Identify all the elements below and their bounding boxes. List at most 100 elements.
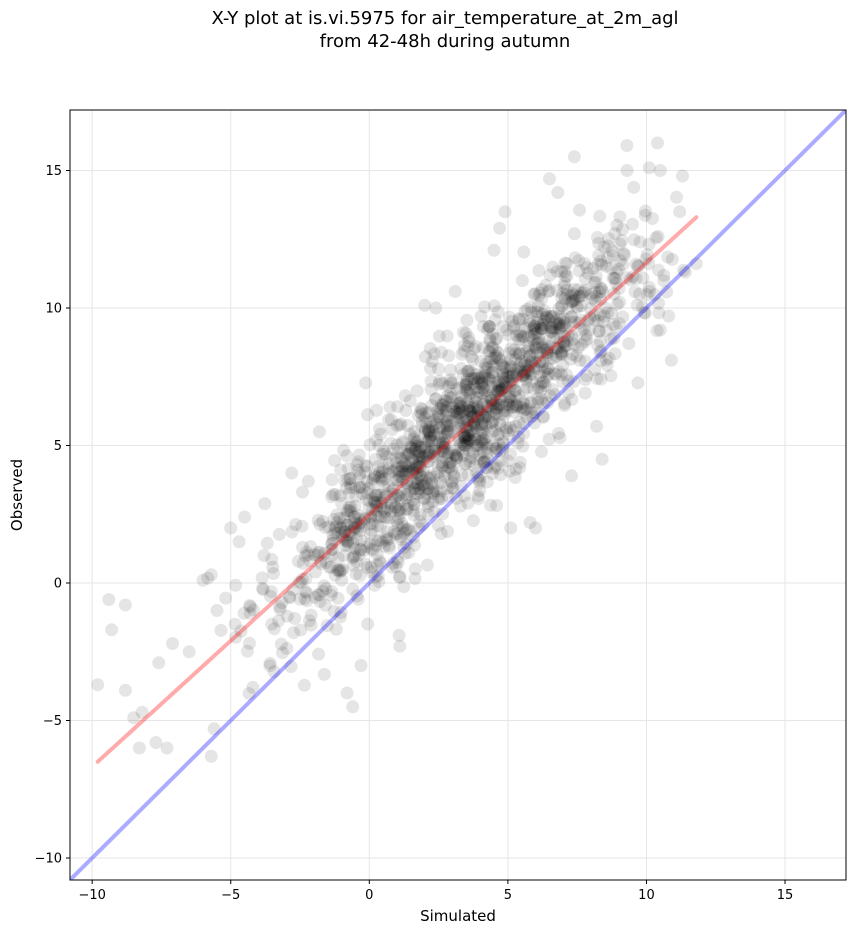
data-point: [486, 404, 500, 418]
data-point: [475, 387, 489, 400]
data-point: [377, 480, 391, 493]
data-point: [499, 371, 513, 385]
data-point: [364, 511, 378, 525]
data-point: [633, 235, 647, 249]
data-point: [326, 542, 340, 556]
data-point: [473, 484, 487, 497]
data-point: [457, 449, 471, 463]
data-point: [482, 319, 496, 333]
data-point: [328, 520, 342, 534]
data-point: [340, 507, 354, 521]
data-point: [458, 429, 471, 443]
data-point: [410, 384, 424, 398]
data-point: [353, 569, 367, 582]
data-point: [228, 617, 242, 631]
data-point: [504, 447, 517, 461]
data-point: [511, 436, 525, 450]
data-point: [487, 370, 501, 384]
data-point: [424, 434, 438, 448]
data-point: [416, 464, 430, 478]
data-point: [361, 408, 375, 422]
data-point: [601, 306, 615, 320]
data-point: [591, 257, 605, 271]
data-point: [446, 459, 460, 472]
data-point: [473, 473, 487, 487]
data-point: [382, 532, 396, 546]
data-point: [594, 344, 608, 358]
data-point: [492, 384, 506, 398]
data-point: [474, 435, 488, 449]
data-point: [636, 271, 650, 285]
data-point: [590, 289, 603, 303]
data-point: [578, 257, 592, 270]
data-point: [455, 468, 469, 482]
data-point: [472, 403, 486, 417]
data-point: [409, 435, 422, 449]
data-point: [308, 590, 322, 604]
data-point: [404, 440, 418, 454]
data-point: [508, 384, 522, 397]
data-point: [627, 180, 641, 194]
data-point: [459, 326, 473, 340]
data-point: [535, 360, 549, 373]
data-point: [645, 212, 659, 225]
data-point: [578, 272, 592, 286]
data-point: [127, 711, 141, 725]
data-point: [620, 164, 634, 177]
data-point: [492, 437, 506, 451]
data-point: [334, 522, 348, 536]
data-point: [504, 360, 518, 374]
data-point: [448, 443, 462, 457]
data-point: [527, 319, 541, 333]
data-point: [535, 317, 549, 331]
data-point: [454, 362, 468, 375]
data-point: [520, 410, 534, 424]
data-point: [476, 437, 490, 451]
data-point: [330, 516, 344, 529]
data-point: [527, 320, 541, 334]
data-point: [497, 404, 511, 418]
data-point: [496, 367, 510, 381]
data-point: [461, 413, 475, 427]
data-point: [489, 394, 503, 408]
data-point: [403, 440, 417, 454]
data-point: [597, 240, 611, 254]
data-point: [470, 391, 484, 405]
data-point: [232, 535, 246, 549]
data-point: [328, 454, 342, 467]
data-point: [472, 371, 486, 385]
data-point: [478, 410, 492, 424]
data-point: [317, 667, 331, 681]
data-point: [483, 373, 497, 387]
data-point: [401, 460, 415, 473]
data-point: [391, 488, 405, 502]
data-point: [403, 427, 417, 441]
data-point: [263, 656, 277, 670]
data-point: [633, 287, 647, 301]
data-point: [516, 330, 529, 344]
data-point: [376, 444, 390, 458]
data-point: [429, 484, 443, 498]
data-point: [456, 445, 470, 459]
data-point: [319, 582, 333, 596]
data-point: [440, 329, 454, 343]
data-point: [512, 430, 525, 444]
data-point: [412, 445, 426, 459]
data-point: [628, 285, 642, 299]
data-point: [420, 476, 434, 490]
data-point: [490, 499, 504, 512]
data-point: [533, 369, 547, 383]
data-point: [480, 461, 494, 475]
data-point: [358, 557, 372, 571]
data-point: [420, 558, 434, 572]
data-point: [374, 510, 388, 523]
data-point: [552, 302, 566, 316]
data-point: [467, 416, 481, 430]
data-point: [418, 298, 432, 312]
data-point: [382, 541, 396, 555]
data-point: [463, 419, 477, 433]
data-point: [428, 445, 442, 458]
data-point: [552, 426, 566, 440]
data-point: [294, 623, 308, 637]
data-point: [453, 396, 467, 410]
